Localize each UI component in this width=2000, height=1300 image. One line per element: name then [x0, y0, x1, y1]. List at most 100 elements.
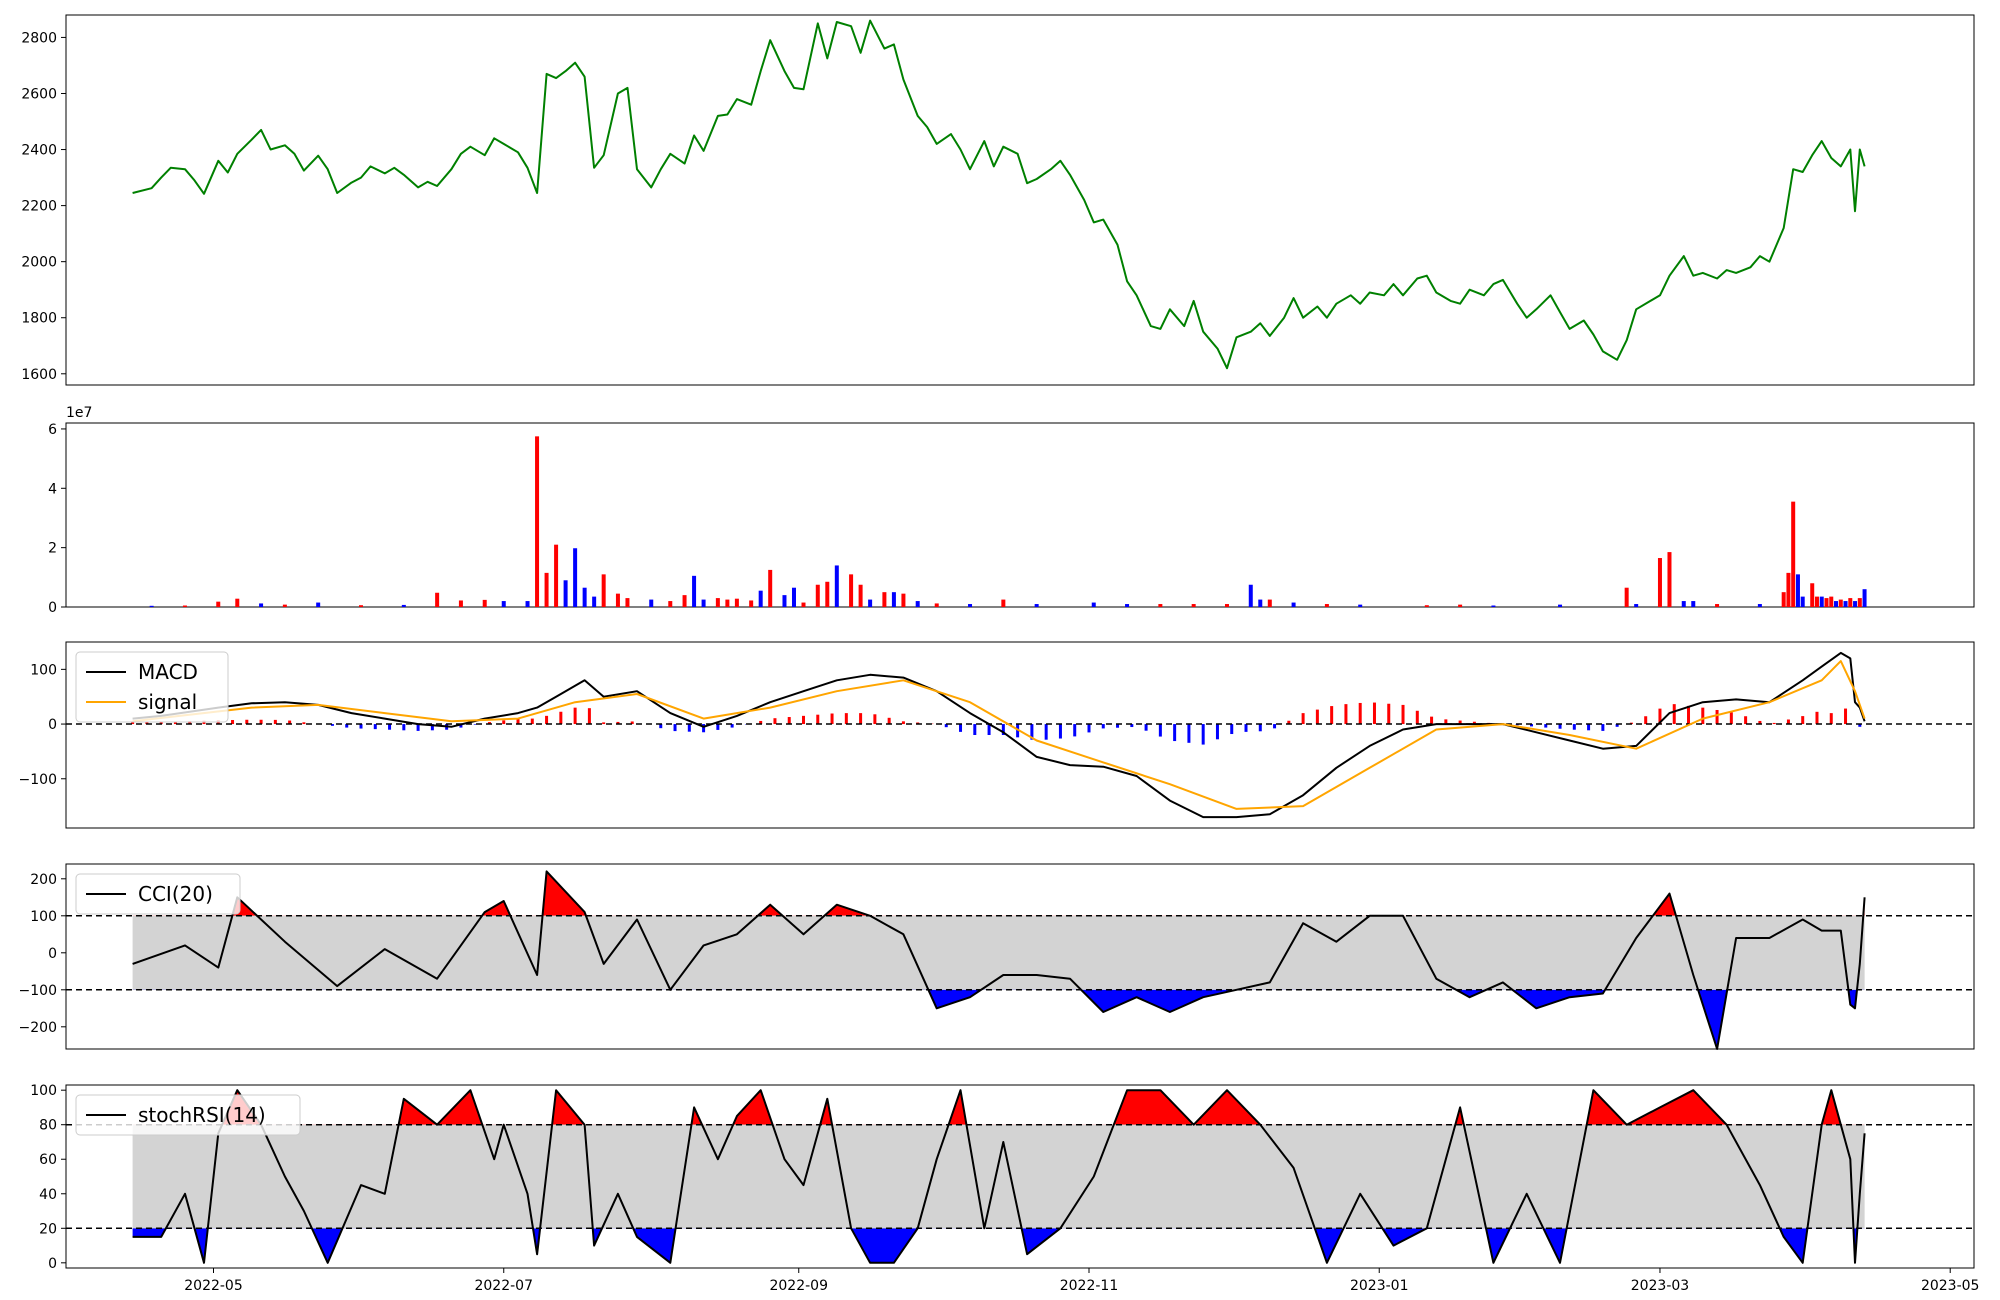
indicator-line [132, 1089, 1866, 1264]
macd-histogram-bar [1387, 703, 1391, 725]
macd-histogram-bar [459, 724, 463, 728]
volume-bar [182, 605, 187, 607]
x-tick-label: 2023-03 [1631, 1278, 1690, 1294]
volume-bar [501, 601, 506, 607]
volume-bar [682, 595, 687, 607]
volume-bar [1001, 599, 1006, 607]
volume-bar [1853, 601, 1858, 607]
y-tick-label: 1800 [21, 311, 57, 327]
macd-histogram-bar [530, 718, 534, 725]
macd-histogram-bar [373, 724, 377, 730]
volume-bar [1458, 604, 1463, 607]
volume-bar [901, 593, 906, 607]
volume-bar [625, 598, 630, 607]
volume-bar [1424, 605, 1429, 607]
macd-histogram-bar [944, 724, 948, 728]
volume-bar [1125, 604, 1130, 607]
macd-histogram-bar [1729, 712, 1733, 725]
volume-bar [535, 436, 540, 607]
macd-histogram-bar [573, 707, 577, 725]
volume-bar [1624, 587, 1629, 607]
macd-histogram-bar [687, 724, 691, 732]
volume-bar [649, 599, 654, 607]
y-tick-label: 2400 [21, 143, 57, 159]
macd-histogram-bar [245, 719, 249, 725]
macd-histogram-bar [1858, 724, 1862, 727]
macd-histogram-bar [1144, 724, 1148, 731]
axes-frame [65, 14, 1975, 386]
macd-histogram-bar [1201, 724, 1205, 745]
volume-bar [1791, 501, 1796, 607]
macd-histogram-bar [302, 722, 306, 725]
macd-histogram-bar [1358, 702, 1362, 725]
volume-bar [815, 584, 820, 607]
cci-panel: −200 −100 0 100 200 CCI(20) [19, 863, 1975, 1050]
volume-bar [554, 544, 559, 607]
macd-histogram-bar [1529, 724, 1533, 727]
y-tick-label: 200 [30, 872, 57, 888]
macd-histogram-bar [1444, 719, 1448, 725]
macd-histogram-bar [844, 713, 848, 725]
volume-bar [282, 604, 287, 607]
macd-histogram-bar [630, 721, 634, 725]
overbought-fill [232, 871, 1865, 916]
macd-histogram-bar [1016, 724, 1020, 738]
macd-histogram-bar [1058, 724, 1062, 739]
macd-histogram-bar [388, 724, 392, 730]
macd-histogram-bar [1844, 708, 1848, 725]
macd-histogram-bar [1658, 708, 1662, 725]
volume-bar [401, 604, 406, 607]
y-tick-label: 100 [30, 662, 57, 678]
macd-histogram-bar [1044, 724, 1048, 740]
macd-histogram-bar [859, 713, 863, 725]
macd-histogram-bar [1344, 704, 1348, 725]
volume-bar [1824, 598, 1829, 607]
macd-histogram-bar [430, 724, 434, 731]
volume-bar [1324, 604, 1329, 607]
macd-histogram-bar [1558, 724, 1562, 729]
y-tick-label: 2000 [21, 255, 57, 271]
macd-histogram-bar [188, 721, 192, 725]
macd-histogram-bar [887, 717, 891, 725]
macd-histogram-bar [131, 721, 135, 725]
volume-bar [692, 575, 697, 607]
macd-histogram-bar [702, 724, 706, 733]
macd-histogram-bar [616, 721, 620, 725]
volume-bar [1757, 604, 1762, 607]
volume-bar [725, 599, 730, 607]
volume-bar [1491, 605, 1496, 607]
macd-histogram-bar [1687, 705, 1691, 725]
volume-bar [782, 595, 787, 607]
macd-histogram-bar [901, 721, 905, 725]
macd-histogram-bar [730, 724, 734, 728]
macd-histogram-bar [973, 724, 977, 735]
macd-histogram-bar [1458, 720, 1462, 725]
volume-bar [749, 600, 754, 607]
volume-panel: 0 2 4 6 1e7 [48, 405, 1975, 616]
macd-histogram-bar [1544, 724, 1548, 728]
axes-frame [65, 422, 1975, 608]
macd-histogram-bar [716, 724, 720, 730]
macd-histogram-bar [259, 719, 263, 725]
macd-histogram-bar [145, 721, 149, 725]
y-tick-label: 0 [48, 946, 57, 962]
macd-histogram-bar [1101, 724, 1105, 729]
price-line [132, 19, 1866, 370]
y-tick-label: 100 [30, 1083, 57, 1099]
legend-box [75, 873, 241, 915]
macd-histogram-bar [1287, 720, 1291, 725]
macd-histogram-bar [1372, 702, 1376, 725]
macd-histogram-bar [759, 720, 763, 725]
volume-bar [834, 565, 839, 607]
macd-histogram-bar [1758, 720, 1762, 725]
volume-bar [544, 572, 549, 607]
y-offset-text: 1e7 [66, 405, 92, 421]
y-tick-label: 2600 [21, 86, 57, 102]
macd-histogram-bar [1601, 724, 1605, 731]
macd-histogram-bar [1001, 724, 1005, 735]
y-tick-label: −200 [19, 1020, 57, 1036]
volume-bar [1358, 604, 1363, 607]
y-tick-label: 4 [48, 481, 57, 497]
volume-bar [701, 599, 706, 607]
macd-histogram-bar [273, 719, 277, 725]
